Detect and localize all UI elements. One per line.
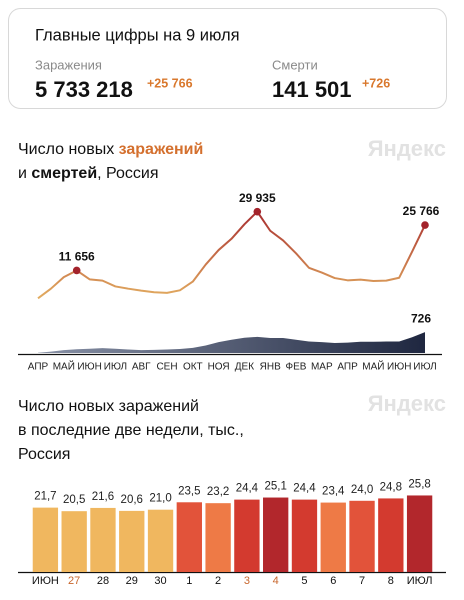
x-tick-label: НОЯ bbox=[208, 362, 230, 373]
x-tick-label: 2 bbox=[215, 575, 221, 587]
x-tick-label: 7 bbox=[359, 575, 365, 587]
stat-value: 141 501 bbox=[272, 77, 352, 102]
x-tick-label: АПР bbox=[28, 362, 49, 373]
x-tick-label: ИЮЛ bbox=[407, 575, 433, 587]
x-tick-label: 28 bbox=[97, 575, 109, 587]
stat-delta: +726 bbox=[362, 76, 390, 90]
data-label: 21,7 bbox=[34, 491, 56, 503]
x-tick-label: 4 bbox=[273, 575, 279, 587]
title-part: смертей bbox=[31, 165, 97, 182]
data-label: 20,5 bbox=[63, 494, 85, 506]
x-tick-label: ДЕК bbox=[235, 362, 254, 373]
card-title: Главные цифры на 9 июля bbox=[35, 26, 240, 44]
x-tick-label: 27 bbox=[68, 575, 80, 587]
data-label: 21,0 bbox=[149, 493, 171, 505]
x-tick-label: 1 bbox=[186, 575, 192, 587]
data-label: 29 935 bbox=[239, 191, 276, 205]
x-tick-label: МАР bbox=[311, 362, 333, 373]
title-part: Число новых bbox=[18, 141, 119, 158]
bar bbox=[406, 495, 433, 572]
x-tick-label: 30 bbox=[154, 575, 166, 587]
chart-title: Число новых заражений bbox=[18, 398, 199, 415]
cases-line bbox=[37, 210, 426, 300]
stat-label: Смерти bbox=[272, 57, 318, 72]
x-tick-label: МАЙ bbox=[362, 360, 384, 373]
watermark: Яндекс bbox=[368, 136, 446, 161]
summary-card bbox=[8, 8, 447, 109]
peak-marker bbox=[253, 207, 262, 216]
data-label: 24,8 bbox=[380, 481, 402, 493]
bar bbox=[234, 499, 260, 572]
data-label: 21,6 bbox=[92, 491, 114, 503]
chart-title: Число новых заражений bbox=[18, 141, 203, 158]
data-label: 24,0 bbox=[351, 484, 373, 496]
x-tick-label: АПР bbox=[337, 362, 358, 373]
x-tick-label: ИЮН bbox=[387, 362, 412, 373]
x-tick-label: СЕН bbox=[156, 362, 177, 373]
bar bbox=[90, 507, 116, 572]
x-tick-label: ИЮН bbox=[32, 575, 59, 587]
bar bbox=[205, 503, 231, 572]
stat-label: Заражения bbox=[35, 57, 102, 72]
data-label: 20,6 bbox=[121, 494, 143, 506]
x-tick-label: ОКТ bbox=[183, 362, 203, 373]
data-label: 23,4 bbox=[322, 486, 345, 498]
bar bbox=[147, 509, 174, 572]
bar bbox=[32, 507, 59, 572]
bar bbox=[320, 502, 346, 572]
peak-marker bbox=[72, 266, 81, 275]
x-tick-label: ИЮЛ bbox=[413, 362, 436, 373]
bar bbox=[263, 497, 289, 572]
watermark: Яндекс bbox=[368, 391, 446, 416]
x-tick-label: АВГ bbox=[132, 362, 151, 373]
x-tick-label: ЯНВ bbox=[260, 362, 281, 373]
bar bbox=[176, 502, 202, 572]
title-part: и bbox=[18, 165, 31, 182]
title-part: , Россия bbox=[97, 165, 158, 182]
stat-value: 5 733 218 bbox=[35, 77, 133, 102]
data-label: 726 bbox=[411, 311, 431, 325]
data-label: 24,4 bbox=[293, 483, 316, 495]
data-label: 23,5 bbox=[178, 485, 200, 497]
bar bbox=[119, 510, 145, 572]
data-label: 23,2 bbox=[207, 486, 229, 498]
title-part: заражений bbox=[119, 141, 204, 158]
peak-marker bbox=[421, 221, 429, 229]
bar bbox=[291, 499, 318, 572]
bar bbox=[349, 500, 375, 572]
chart-title: в последние две недели, тыс., bbox=[18, 422, 244, 439]
x-tick-label: 3 bbox=[244, 575, 250, 587]
x-tick-label: МАЙ bbox=[53, 360, 75, 373]
data-label: 25,8 bbox=[408, 478, 430, 490]
x-tick-label: 6 bbox=[330, 575, 336, 587]
deaths-area bbox=[38, 332, 425, 353]
stat-delta: +25 766 bbox=[147, 76, 193, 90]
data-label: 24,4 bbox=[236, 483, 259, 495]
x-tick-label: 5 bbox=[301, 575, 307, 587]
chart-title: Россия bbox=[18, 446, 70, 463]
bar bbox=[61, 511, 87, 572]
x-tick-label: 8 bbox=[388, 575, 394, 587]
data-label: 25 766 bbox=[403, 204, 440, 218]
x-tick-label: 29 bbox=[126, 575, 138, 587]
x-tick-label: ФЕВ bbox=[286, 362, 307, 373]
data-label: 11 656 bbox=[59, 250, 95, 264]
bar bbox=[378, 498, 404, 572]
x-tick-label: ИЮЛ bbox=[104, 362, 127, 373]
data-label: 25,1 bbox=[264, 481, 286, 493]
chart-title: и смертей, Россия bbox=[18, 165, 159, 182]
x-tick-label: ИЮН bbox=[77, 362, 102, 373]
